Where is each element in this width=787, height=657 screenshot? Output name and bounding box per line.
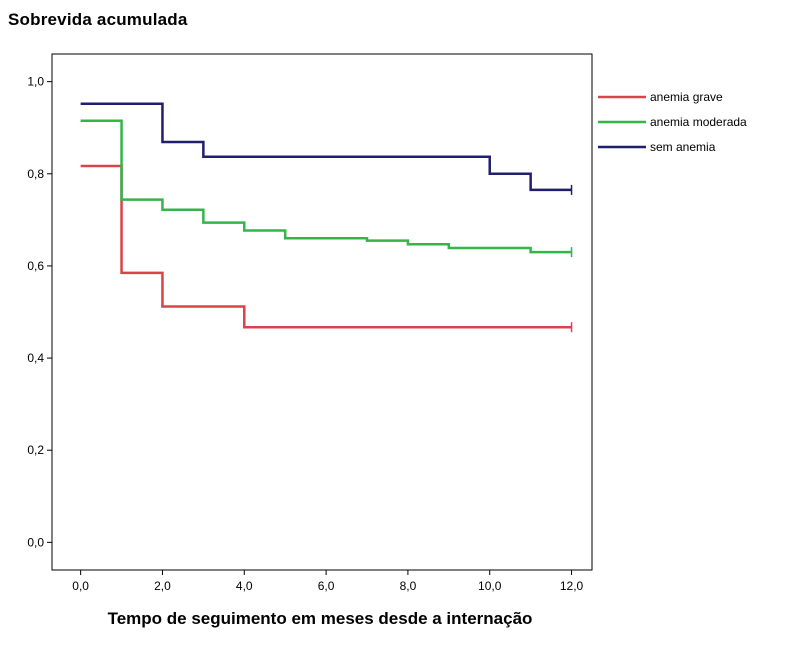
legend-label: anemia moderada (650, 115, 747, 129)
y-tick-label: 0,4 (27, 351, 44, 365)
x-tick-label: 8,0 (400, 579, 417, 593)
y-tick-label: 0,8 (27, 167, 44, 181)
x-axis: 0,0 2,0 4,0 6,0 8,0 10,0 12,0 (72, 570, 584, 593)
x-tick-label: 4,0 (236, 579, 253, 593)
legend: anemia grave anemia moderada sem anemia (598, 90, 747, 154)
y-tick-label: 0,2 (27, 443, 44, 457)
series-line-sem-anemia (80, 102, 572, 192)
y-tick-label: 0,0 (27, 535, 44, 549)
legend-label: sem anemia (650, 140, 716, 154)
y-tick-label: 1,0 (27, 75, 44, 89)
x-tick-label: 2,0 (154, 579, 171, 593)
x-tick-label: 0,0 (72, 579, 89, 593)
x-tick-label: 12,0 (560, 579, 584, 593)
y-axis-title: Sobrevida acumulada (8, 10, 188, 29)
series-line-anemia-moderada (80, 119, 572, 254)
x-tick-label: 6,0 (318, 579, 335, 593)
series-lines (80, 102, 573, 333)
x-axis-title: Tempo de seguimento em meses desde a int… (107, 609, 533, 628)
plot-frame (51, 53, 593, 571)
y-axis: 0,0 0,2 0,4 0,6 0,8 1,0 (27, 75, 52, 549)
x-tick-label: 10,0 (478, 579, 502, 593)
legend-label: anemia grave (650, 90, 723, 104)
y-tick-label: 0,6 (27, 259, 44, 273)
